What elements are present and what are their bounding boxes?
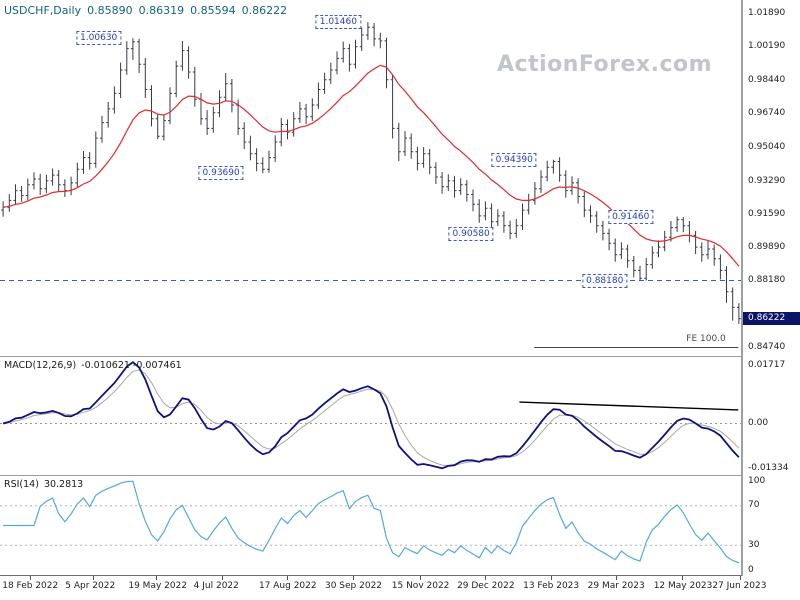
rsi-label: RSI(14) <box>4 479 39 490</box>
rsi-axis-label: 30 <box>748 539 760 550</box>
rsi-canvas[interactable] <box>0 476 741 575</box>
date-axis-label: 15 Nov 2022 <box>391 581 450 591</box>
rsi-panel[interactable]: RSI(14) 30.2813 <box>0 476 742 576</box>
date-axis[interactable]: 18 Feb 2022 5 Apr 2022 19 May 2022 4 Jul 20… <box>0 576 800 600</box>
price-tag: 1.00630 <box>76 31 122 46</box>
macd-trendline[interactable] <box>519 401 739 411</box>
date-axis-label: 27 Jun 2023 <box>712 581 767 591</box>
date-tick <box>30 576 32 580</box>
date-tick <box>419 576 421 580</box>
date-axis-label: 17 Aug 2022 <box>258 581 317 591</box>
price-axis-label: 0.93290 <box>748 175 786 186</box>
price-tag: 0.88180 <box>582 273 628 288</box>
date-axis-label: 19 May 2022 <box>128 581 188 591</box>
date-tick <box>93 576 95 580</box>
date-tick <box>485 576 487 580</box>
symbol-label: USDCHF,Daily <box>4 4 82 17</box>
rsi-axis[interactable]: 100 70 30 0 <box>742 476 800 576</box>
macd-axis-label: 0.00 <box>748 417 769 428</box>
rsi-title: RSI(14) 30.2813 <box>4 479 88 490</box>
date-tick <box>156 576 158 580</box>
rsi-axis-label: 0 <box>748 565 754 575</box>
macd-signal-line <box>3 369 740 466</box>
open-value: 0.85890 <box>87 4 133 17</box>
ma-line <box>3 64 740 267</box>
date-axis-label: 13 Feb 2023 <box>523 581 580 591</box>
date-tick <box>681 576 683 580</box>
price-tag: 0.90580 <box>448 226 494 241</box>
macd-title: MACD(12,26,9) -0.010621 -0.007461 <box>4 360 187 371</box>
date-axis-label: 4 Jul 2022 <box>193 581 239 591</box>
current-price-badge: 0.86222 <box>743 312 800 326</box>
price-tag: 1.01460 <box>315 15 361 30</box>
date-tick <box>352 576 354 580</box>
macd-axis[interactable]: 0.01717 0.00 -0.01334 <box>742 357 800 476</box>
macd-panel[interactable]: MACD(12,26,9) -0.010621 -0.007461 <box>0 357 742 476</box>
watermark-logo: ActionForex.com <box>497 52 713 77</box>
macd-axis-label: 0.01717 <box>748 359 786 370</box>
price-axis-label: 0.84740 <box>748 341 786 352</box>
date-axis-label: 12 May 2023 <box>653 581 713 591</box>
price-axis-label: 0.95040 <box>748 141 786 152</box>
rsi-axis-label: 100 <box>748 476 766 486</box>
price-axis[interactable]: 0.86222 1.01890 1.00190 0.98440 0.96740 0.95… <box>742 0 800 357</box>
close-value: 0.86222 <box>241 4 288 17</box>
date-axis-label: 29 Mar 2023 <box>587 581 645 591</box>
macd-line <box>2 361 740 470</box>
ohlc-bars <box>1 22 741 324</box>
rsi-axis-label: 70 <box>748 500 760 511</box>
price-axis-label: 1.00190 <box>748 41 786 52</box>
chart-title: USDCHF,Daily 0.85890 0.86319 0.85594 0.86222 <box>4 4 293 17</box>
price-tag: 0.91460 <box>608 209 654 224</box>
price-axis-label: 0.88180 <box>748 275 786 286</box>
date-axis-label: 29 Dec 2022 <box>457 581 515 591</box>
price-tag: 0.94390 <box>491 152 537 167</box>
price-axis-label: 0.89890 <box>748 241 786 252</box>
date-tick <box>286 576 288 580</box>
date-tick <box>551 576 553 580</box>
price-axis-label: 0.98440 <box>748 75 786 86</box>
date-tick <box>221 576 223 580</box>
rsi-value: 30.2813 <box>43 479 84 490</box>
date-axis-label: 18 Feb 2022 <box>2 581 59 591</box>
date-tick <box>740 576 741 580</box>
high-value: 0.86319 <box>138 4 185 17</box>
date-axis-label: 5 Apr 2022 <box>65 581 116 591</box>
price-tag: 0.93690 <box>198 166 244 181</box>
fib-extension-label: FE 100.0 <box>686 334 726 345</box>
macd-values: -0.010621 -0.007461 <box>81 360 182 371</box>
macd-label: MACD(12,26,9) <box>4 360 77 371</box>
price-axis-label: 0.91590 <box>748 208 786 219</box>
price-axis-label: 0.96740 <box>748 108 786 119</box>
low-value: 0.85594 <box>190 4 236 17</box>
rsi-line <box>3 480 740 564</box>
macd-axis-label: -0.01334 <box>748 463 789 474</box>
main-price-panel[interactable]: USDCHF,Daily 0.85890 0.86319 0.85594 0.86222… <box>0 0 742 357</box>
date-tick <box>615 576 617 580</box>
price-axis-label: 1.01890 <box>748 8 786 19</box>
macd-canvas[interactable] <box>0 357 741 475</box>
date-axis-label: 30 Sep 2022 <box>324 581 383 591</box>
